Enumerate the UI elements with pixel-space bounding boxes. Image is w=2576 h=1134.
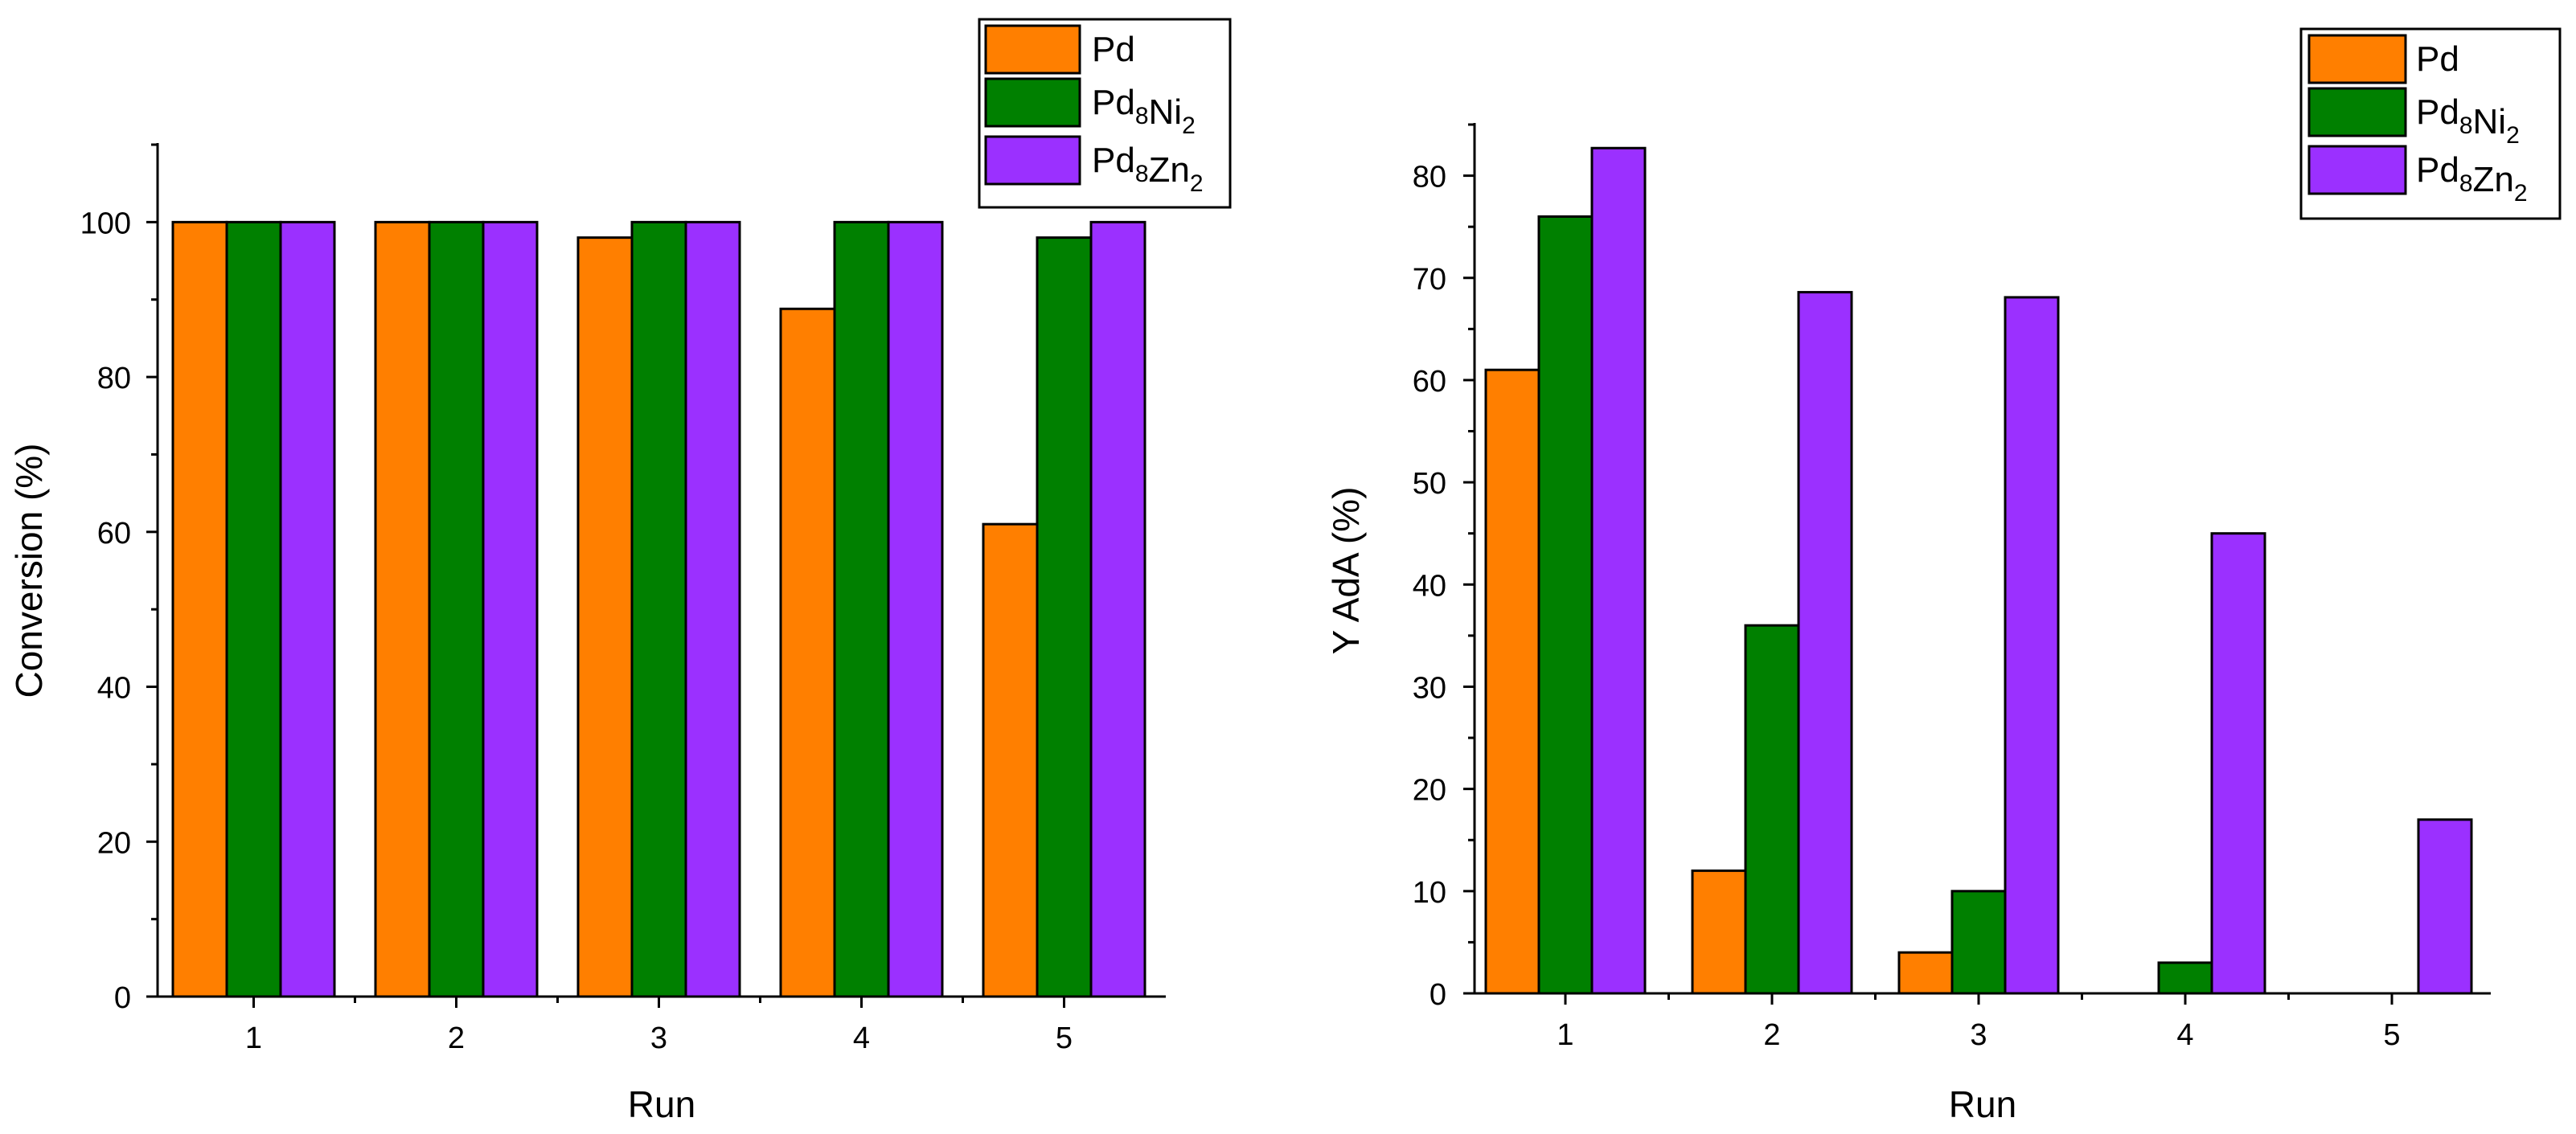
bar-pd8ni2-run-4 <box>833 220 890 998</box>
y-tick-label: 30 <box>1413 671 1446 705</box>
bar-pd8zn2-run-5 <box>1089 220 1146 998</box>
legend-label-pd: Pd <box>1092 30 1135 69</box>
bar-pd-run-2 <box>374 220 431 998</box>
y-tick-label: 80 <box>97 362 131 395</box>
y-tick-label: 60 <box>1413 365 1446 399</box>
bar-pd8ni2-run-4 <box>2157 961 2213 995</box>
x-tick-label: 5 <box>2383 1018 2400 1052</box>
x-axis-title: Run <box>1949 1083 2016 1125</box>
legend-swatch-pd <box>2307 34 2407 84</box>
bar-pd-run-4 <box>779 307 836 998</box>
legend-label-pd8zn2: Pd8Zn2 <box>1092 141 1204 197</box>
y-tick-label: 100 <box>80 207 131 240</box>
y-tick-label: 10 <box>1413 876 1446 910</box>
x-tick-label: 4 <box>2176 1018 2193 1052</box>
bar-pd8ni2-run-2 <box>1744 624 1800 995</box>
x-tick-label: 2 <box>1763 1018 1780 1052</box>
y-axis-title: Y AdA (%) <box>1325 487 1367 655</box>
bar-pd8zn2-run-4 <box>2210 532 2266 995</box>
y-axis-title: Conversion (%) <box>8 444 50 698</box>
bar-pd-run-2 <box>1691 869 1747 995</box>
legend-label-pd8ni2: Pd8Ni2 <box>2416 92 2520 149</box>
bar-pd8zn2-run-1 <box>1590 146 1647 995</box>
x-tick-label: 5 <box>1056 1021 1073 1055</box>
chart-2: 0 10 20 30 40 50 60 70 80 1 2 3 4 5 Run Y AdA (%) Pd Pd8N… <box>1325 27 2562 1125</box>
x-tick-label: 1 <box>245 1021 262 1055</box>
bar-pd-run-3 <box>1897 951 1954 995</box>
y-tick-label: 20 <box>97 826 131 860</box>
bar-pd8ni2-run-3 <box>1950 890 2007 995</box>
bar-pd8zn2-run-1 <box>279 220 336 998</box>
x-axis-title: Run <box>628 1083 695 1125</box>
legend-swatch-pd8ni2 <box>984 77 1081 128</box>
bar-pd-run-1 <box>171 220 228 998</box>
bar-pd-run-1 <box>1484 368 1540 995</box>
legend-swatch-pd <box>984 24 1081 75</box>
y-tick-label: 40 <box>97 672 131 706</box>
y-tick-label: 50 <box>1413 467 1446 501</box>
legend-swatch-pd8ni2 <box>2307 87 2407 137</box>
bar-pd8ni2-run-5 <box>1036 236 1093 998</box>
chart-1: 0 20 40 60 80 100 1 2 3 4 5 Run Conversion (%) Pd Pd8N… <box>8 18 1232 1125</box>
x-tick-label: 1 <box>1557 1018 1573 1052</box>
x-tick-label: 3 <box>650 1021 667 1055</box>
x-tick-label: 4 <box>853 1021 870 1055</box>
y-tick-label: 80 <box>1413 161 1446 194</box>
y-tick-label: 0 <box>114 981 131 1015</box>
legend-label-pd8zn2: Pd8Zn2 <box>2416 150 2528 207</box>
bar-pd-run-5 <box>982 522 1039 998</box>
bar-pd8zn2-run-5 <box>2417 818 2473 995</box>
bar-pd8ni2-run-1 <box>1537 215 1594 995</box>
bar-pd8ni2-run-2 <box>428 220 485 998</box>
y-tick-label: 60 <box>97 517 131 551</box>
x-tick-label: 2 <box>448 1021 465 1055</box>
y-tick-label: 20 <box>1413 774 1446 808</box>
bar-pd8zn2-run-3 <box>684 220 741 998</box>
bar-pd8ni2-run-1 <box>225 220 282 998</box>
bar-pd8zn2-run-4 <box>887 220 944 998</box>
legend-swatch-pd8zn2 <box>984 135 1081 186</box>
bar-pd8zn2-run-3 <box>2004 296 2060 995</box>
legend-swatch-pd8zn2 <box>2307 145 2407 195</box>
legend-label-pd8ni2: Pd8Ni2 <box>1092 83 1196 139</box>
x-tick-label: 3 <box>1970 1018 1987 1052</box>
y-tick-label: 0 <box>1430 978 1446 1012</box>
bar-pd8zn2-run-2 <box>1797 291 1853 995</box>
bar-pd-run-3 <box>576 236 634 998</box>
y-tick-label: 40 <box>1413 569 1446 603</box>
bar-pd8ni2-run-3 <box>630 220 687 998</box>
legend-label-pd: Pd <box>2416 39 2459 79</box>
y-tick-label: 70 <box>1413 263 1446 297</box>
bar-pd8zn2-run-2 <box>482 220 539 998</box>
